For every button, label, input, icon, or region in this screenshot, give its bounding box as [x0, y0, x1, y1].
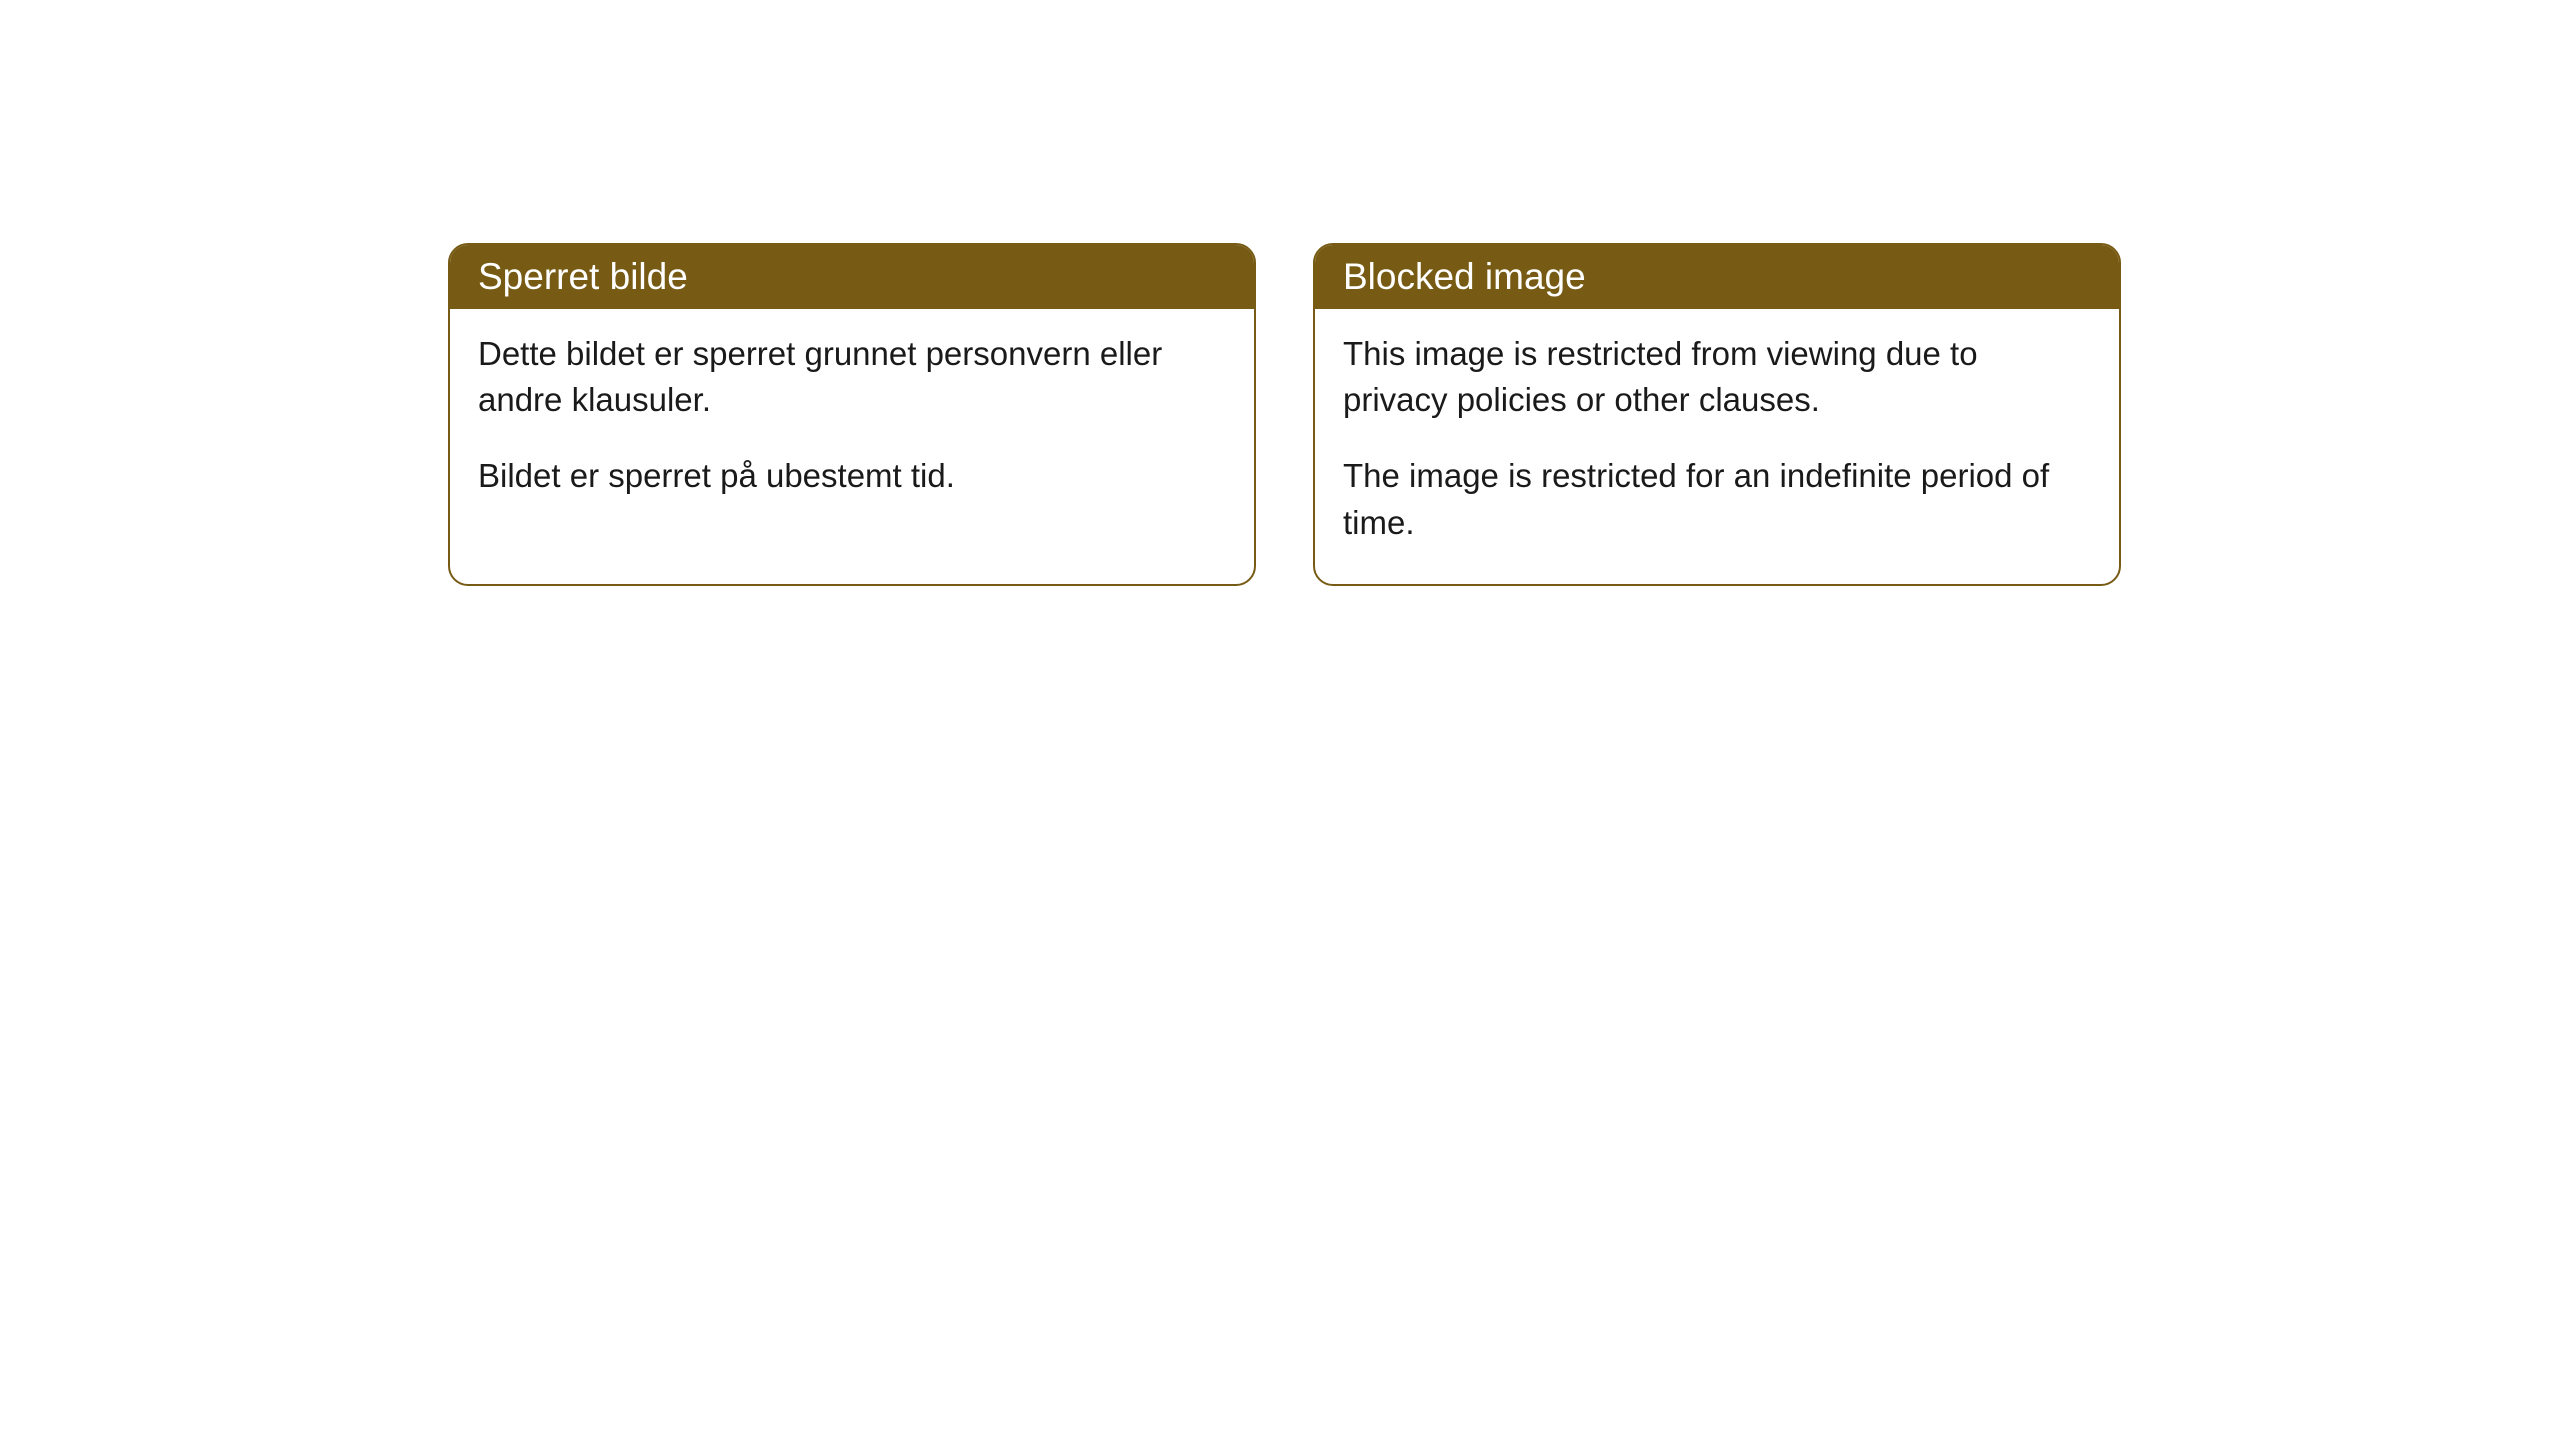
card-header-norwegian: Sperret bilde [450, 245, 1254, 309]
blocked-image-card-english: Blocked image This image is restricted f… [1313, 243, 2121, 586]
card-title: Blocked image [1343, 256, 1586, 297]
card-header-english: Blocked image [1315, 245, 2119, 309]
card-title: Sperret bilde [478, 256, 688, 297]
card-paragraph-2: The image is restricted for an indefinit… [1343, 453, 2091, 545]
notice-cards-container: Sperret bilde Dette bildet er sperret gr… [448, 243, 2121, 586]
card-body-english: This image is restricted from viewing du… [1315, 309, 2119, 584]
card-paragraph-1: This image is restricted from viewing du… [1343, 331, 2091, 423]
card-paragraph-2: Bildet er sperret på ubestemt tid. [478, 453, 1226, 499]
blocked-image-card-norwegian: Sperret bilde Dette bildet er sperret gr… [448, 243, 1256, 586]
card-body-norwegian: Dette bildet er sperret grunnet personve… [450, 309, 1254, 538]
card-paragraph-1: Dette bildet er sperret grunnet personve… [478, 331, 1226, 423]
